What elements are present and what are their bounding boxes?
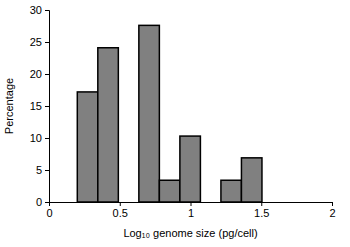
- histogram-bar: [241, 158, 262, 202]
- histogram-bar: [159, 180, 180, 202]
- x-tick: 1.5: [254, 202, 269, 219]
- y-tick-label: 15: [30, 100, 42, 112]
- x-tick-mark: [261, 202, 262, 206]
- histogram-bar: [221, 180, 242, 202]
- x-tick-label: 2: [329, 207, 335, 219]
- y-axis: 0 5 10 15 20 25 30: [30, 4, 50, 208]
- histogram-bar: [118, 201, 139, 202]
- y-tick-mark: [45, 170, 49, 171]
- x-axis-title: Log₁₀ genome size (pg/cell): [123, 227, 257, 239]
- plot: 00.511.52051015202530: [30, 4, 336, 219]
- histogram-bar: [98, 48, 119, 202]
- y-tick-label: 5: [36, 164, 42, 176]
- x-axis: 0 0.5 1 1.5 2: [46, 202, 335, 219]
- y-tick-mark: [45, 106, 49, 107]
- x-tick: 2: [329, 202, 335, 219]
- y-axis-title: Percentage: [3, 78, 15, 134]
- x-tick-label: 0: [46, 207, 52, 219]
- y-tick-mark: [45, 202, 49, 203]
- y-tick-label: 10: [30, 132, 42, 144]
- bars: [77, 25, 262, 202]
- y-tick-mark: [45, 42, 49, 43]
- chart: 00.511.52051015202530Log₁₀ genome size (…: [0, 0, 350, 247]
- y-tick: 5: [36, 164, 49, 176]
- y-tick-label: 30: [30, 4, 42, 16]
- y-tick-mark: [45, 74, 49, 75]
- histogram-bar: [200, 201, 221, 202]
- x-tick: 1: [188, 202, 194, 219]
- y-tick: 20: [30, 68, 49, 80]
- x-tick: 0.5: [113, 202, 128, 219]
- y-tick: 25: [30, 36, 49, 48]
- x-tick-mark: [332, 202, 333, 206]
- y-tick: 15: [30, 100, 49, 112]
- x-tick-label: 0.5: [113, 207, 128, 219]
- y-tick: 0: [36, 196, 49, 208]
- y-axis-line: [45, 11, 50, 203]
- y-tick-label: 25: [30, 36, 42, 48]
- x-axis-line: [50, 203, 333, 207]
- x-tick: 0: [46, 202, 52, 219]
- y-tick-label: 20: [30, 68, 42, 80]
- x-tick-label: 1: [188, 207, 194, 219]
- x-tick-label: 1.5: [254, 207, 269, 219]
- y-tick-label: 0: [36, 196, 42, 208]
- y-tick: 10: [30, 132, 49, 144]
- x-tick-mark: [191, 202, 192, 206]
- histogram-bar: [139, 25, 160, 202]
- y-tick-mark: [45, 10, 49, 11]
- histogram-bar: [77, 92, 98, 202]
- histogram-bar: [180, 136, 201, 202]
- y-tick: 30: [30, 4, 49, 16]
- y-tick-mark: [45, 138, 49, 139]
- x-tick-mark: [120, 202, 121, 206]
